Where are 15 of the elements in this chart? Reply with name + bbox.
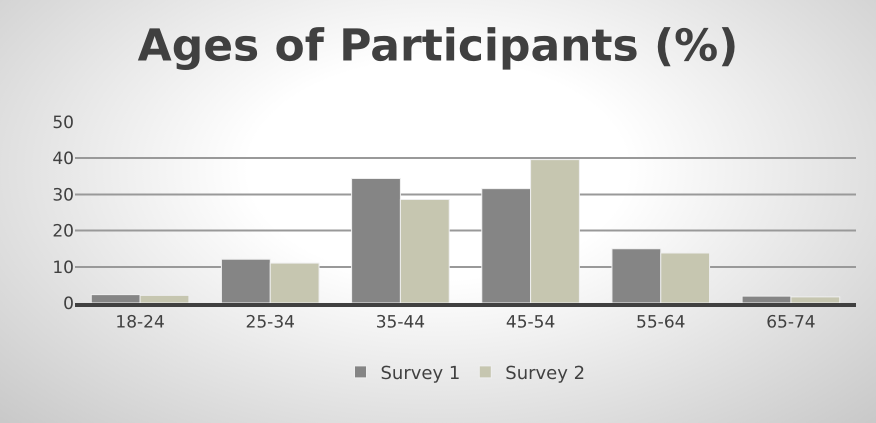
y-tick-label: 40	[52, 149, 74, 170]
x-tick-label: 65-74	[766, 312, 816, 332]
x-tick-label: 45-54	[506, 312, 556, 332]
y-tick-label: 20	[52, 222, 74, 242]
x-tick-label: 18-24	[115, 312, 165, 332]
chart-title: Ages of Participants (%)	[138, 20, 738, 72]
y-tick-label: 30	[52, 185, 74, 206]
legend-label: Survey 1	[380, 362, 460, 384]
x-tick-label: 55-64	[636, 312, 686, 332]
x-tick-label: 35-44	[376, 312, 426, 332]
y-tick-label: 0	[63, 294, 74, 314]
y-tick-label: 10	[52, 258, 74, 278]
x-tick-label: 25-34	[246, 312, 295, 332]
legend-label: Survey 2	[505, 362, 586, 384]
y-tick-label: 50	[52, 112, 74, 133]
